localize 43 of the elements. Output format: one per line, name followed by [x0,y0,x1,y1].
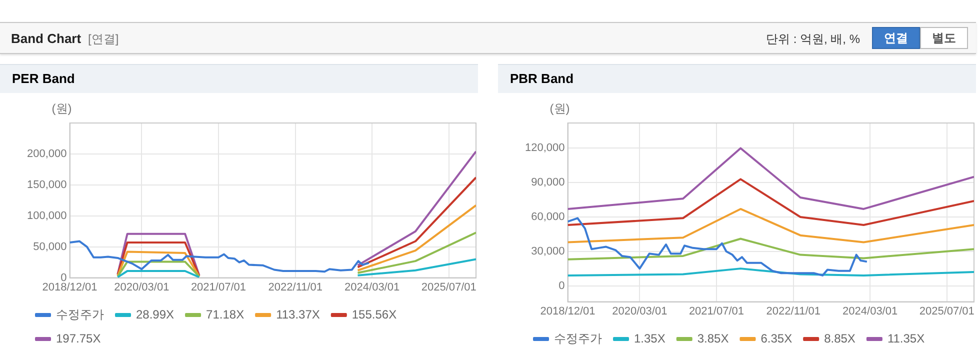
y-tick-label: 120,000 [524,142,565,154]
chart-title: PER Band [0,64,478,93]
legend-label: 8.85X [824,331,856,346]
text: 별도 [920,27,968,49]
y-tick-label: 0 [60,272,67,284]
y-tick-label: 150,000 [26,178,67,191]
x-tick-label: 2018/12/01 [42,281,98,294]
legend-label: 71.18X [206,307,244,322]
y-tick-label: 90,000 [531,176,565,189]
legend-label: 155.56X [352,307,397,322]
legend-label: 113.37X [276,307,320,322]
text: Band Chart [11,31,82,46]
x-tick-label: 2024/03/01 [842,305,898,318]
x-tick-label: 2018/12/01 [540,305,596,318]
y-tick-label: 60,000 [531,211,565,224]
legend-label: 3.85X [697,331,729,346]
legend-label: 1.35X [634,331,666,346]
x-tick-label: 2020/03/01 [114,281,170,294]
y-tick-label: 100,000 [26,210,67,222]
x-tick-label: 2022/11/01 [766,305,821,318]
chart-title: PBR Band [498,64,976,93]
x-tick-label: 2020/03/01 [612,305,668,318]
legend-label: 수정주가 [554,331,602,346]
legend-label: 수정주가 [56,307,104,322]
legend-label: 11.35X [887,331,925,346]
y-axis-title: (원) [52,101,72,116]
x-tick-label: 2021/07/01 [688,305,744,318]
x-tick-label: 2022/11/01 [268,281,323,294]
y-tick-label: 0 [558,280,565,292]
text: 단위 : 억원, 배, % [766,31,860,48]
legend-label: 6.35X [760,331,792,346]
text: [연결] [88,31,119,48]
y-tick-label: 50,000 [33,240,67,253]
x-tick-label: 2021/07/01 [190,281,246,294]
y-axis-title: (원) [550,101,570,116]
text: 연결 [872,27,920,49]
x-tick-label: 2024/03/01 [344,281,400,294]
y-tick-label: 200,000 [26,148,67,160]
legend-label: 197.75X [56,331,101,346]
x-tick-label: 2025/07/01 [421,281,476,294]
legend-label: 28.99X [136,307,174,322]
x-tick-label: 2025/07/01 [919,305,974,318]
y-tick-label: 30,000 [531,245,565,258]
